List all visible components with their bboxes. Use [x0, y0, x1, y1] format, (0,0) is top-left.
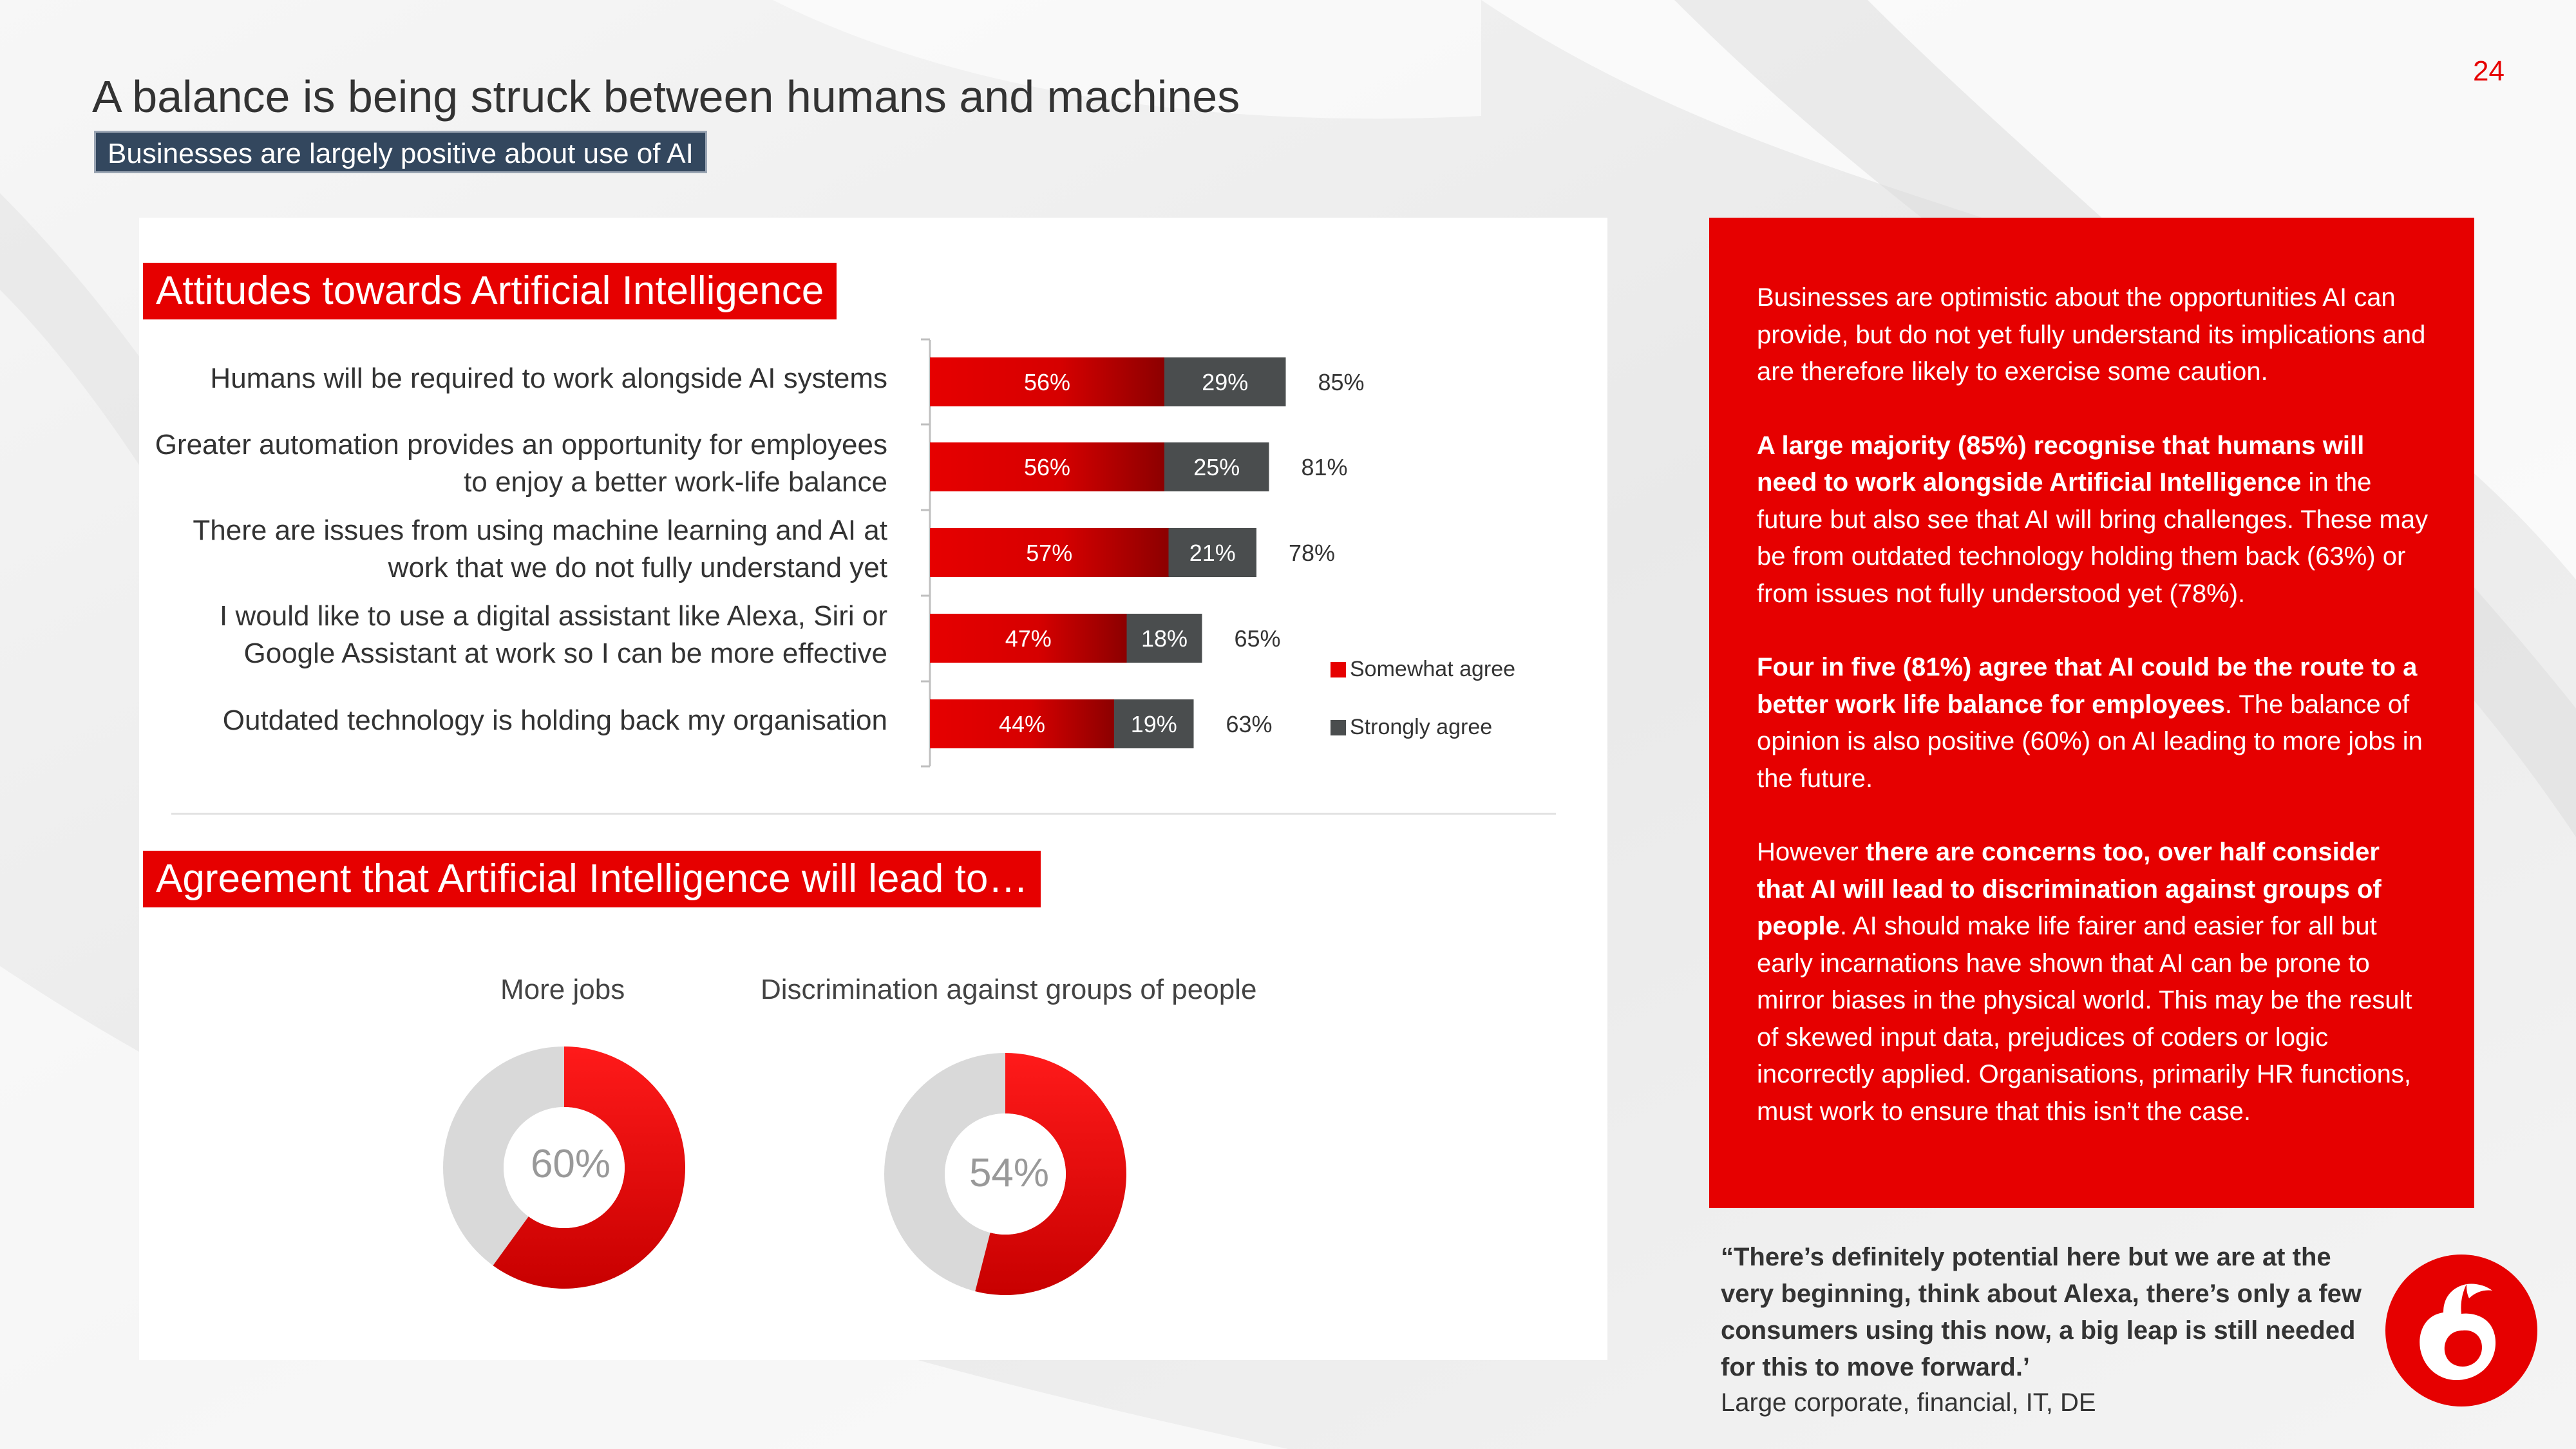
summary-highlight: Four in five (81%) agree that AI could b… [1757, 653, 2418, 719]
bar-category-label-line: Greater automation provides an opportuni… [155, 429, 887, 460]
legend-label: Strongly agree [1350, 715, 1492, 739]
donut-value-more-jobs: 60% [530, 1142, 611, 1186]
bar-strongly-agree [1126, 614, 1202, 663]
bar-somewhat-agree [930, 357, 1164, 406]
bar-category-label: Outdated technology is holding back my o… [103, 702, 887, 739]
data-label-strongly-agree: 29% [1202, 369, 1248, 395]
bar-category-label: There are issues from using machine lear… [103, 512, 887, 587]
data-label-total: 81% [1302, 454, 1348, 480]
bar-category-label-line: Outdated technology is holding back my o… [222, 705, 887, 736]
page-subtitle: Businesses are largely positive about us… [94, 131, 707, 173]
data-label-somewhat-agree: 56% [1024, 369, 1070, 395]
agreement-section-title: Agreement that Artificial Intelligence w… [143, 851, 1041, 907]
data-label-somewhat-agree: 57% [1026, 540, 1072, 566]
bar-strongly-agree [1168, 528, 1256, 577]
bar-strongly-agree [1164, 442, 1269, 491]
donut-title-more-jobs: More jobs [500, 974, 625, 1005]
bar-strongly-agree [1164, 357, 1286, 406]
quote-source: Large corporate, financial, IT, DE [1721, 1388, 2096, 1417]
bar-category-label: Humans will be required to work alongsid… [103, 360, 887, 397]
bar-strongly-agree [1114, 699, 1194, 748]
summary-paragraph: Businesses are optimistic about the oppo… [1757, 279, 2429, 391]
data-label-total: 85% [1318, 369, 1365, 395]
data-label-total: 63% [1226, 711, 1273, 737]
summary-highlight: A large majority (85%) recognise that hu… [1757, 431, 2365, 497]
bar-category-label-line: I would like to use a digital assistant … [220, 600, 887, 632]
donut-slice-discrimination [975, 1053, 1126, 1295]
page-number: 24 [2473, 55, 2505, 87]
data-label-somewhat-agree: 56% [1024, 454, 1070, 480]
section-divider [171, 813, 1556, 815]
summary-text: However [1757, 838, 1866, 866]
bar-somewhat-agree [930, 528, 1169, 577]
bar-somewhat-agree [930, 614, 1127, 663]
chart-panel [139, 218, 1607, 1360]
bar-category-label-line: Humans will be required to work alongsid… [210, 363, 887, 394]
data-label-strongly-agree: 25% [1193, 454, 1240, 480]
data-label-somewhat-agree: 47% [1005, 625, 1052, 652]
summary-text: . AI should make life fairer and easier … [1757, 912, 2412, 1126]
data-label-strongly-agree: 21% [1189, 540, 1236, 566]
donut-slice-more-jobs [493, 1046, 685, 1289]
legend-label: Somewhat agree [1350, 657, 1515, 681]
donut-value-discrimination: 54% [969, 1151, 1050, 1195]
summary-box: Businesses are optimistic about the oppo… [1709, 218, 2474, 1208]
bar-category-label-line: There are issues from using machine lear… [193, 515, 887, 546]
donut-hole-more-jobs [504, 1107, 625, 1228]
data-label-strongly-agree: 19% [1131, 711, 1177, 737]
bar-category-label-line: to enjoy a better work-life balance [464, 466, 887, 498]
legend-swatch [1331, 720, 1346, 735]
vodafone-logo-icon [2385, 1255, 2537, 1406]
data-label-total: 65% [1235, 625, 1281, 652]
bar-somewhat-agree [930, 442, 1164, 491]
bar-category-label: I would like to use a digital assistant … [103, 598, 887, 672]
summary-text: Businesses are optimistic about the oppo… [1757, 283, 2426, 386]
attitudes-section-title: Attitudes towards Artificial Intelligenc… [143, 263, 837, 319]
data-label-somewhat-agree: 44% [999, 711, 1045, 737]
donut-hole-discrimination [945, 1113, 1066, 1235]
legend-swatch [1331, 662, 1346, 677]
bar-category-label-line: Google Assistant at work so I can be mor… [243, 638, 887, 669]
summary-text: . The balance of opinion is also positiv… [1757, 690, 2423, 793]
summary-highlight: there are concerns too, over half consid… [1757, 838, 2382, 940]
bar-category-label: Greater automation provides an opportuni… [103, 426, 887, 501]
summary-paragraph: Four in five (81%) agree that AI could b… [1757, 649, 2429, 797]
data-label-strongly-agree: 18% [1141, 625, 1188, 652]
summary-paragraph: A large majority (85%) recognise that hu… [1757, 428, 2429, 613]
page-title: A balance is being struck between humans… [92, 71, 1240, 122]
quote-text: “There’s definitely potential here but w… [1721, 1243, 2362, 1381]
summary-paragraph: However there are concerns too, over hal… [1757, 834, 2429, 1130]
donut-title-discrimination: Discrimination against groups of people [761, 974, 1257, 1005]
bar-category-label-line: work that we do not fully understand yet [388, 552, 887, 583]
bar-somewhat-agree [930, 699, 1114, 748]
data-label-total: 78% [1289, 540, 1335, 566]
summary-text: in the future but also see that AI will … [1757, 468, 2429, 608]
